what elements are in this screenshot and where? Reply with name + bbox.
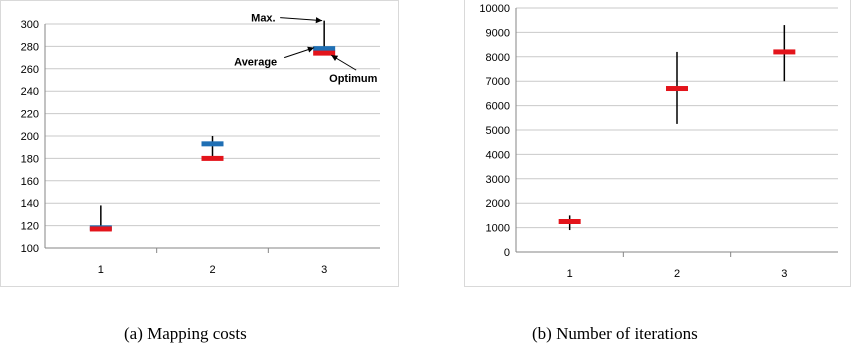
optimum-marker — [89, 226, 112, 232]
x-tick-label: 1 — [98, 264, 104, 276]
y-tick-label: 260 — [21, 64, 39, 76]
y-tick-label: 160 — [21, 176, 39, 188]
x-tick-label: 2 — [674, 268, 680, 280]
x-tick-label: 1 — [567, 268, 573, 280]
y-tick-label: 10000 — [479, 3, 510, 15]
annotation-optimum: Optimum — [329, 73, 377, 85]
average-marker — [666, 86, 688, 92]
optimum-marker — [313, 50, 336, 56]
y-tick-label: 4000 — [486, 149, 510, 161]
chart-panel-mapping-costs: 100 120 140 160 180 200 220 240 260 280 300 1 2 3 Max.… — [0, 0, 399, 287]
y-tick-label: 3000 — [486, 174, 510, 186]
y-tick-label: 6000 — [486, 101, 510, 113]
y-tick-label: 300 — [21, 19, 39, 31]
y-tick-label: 1000 — [486, 223, 510, 235]
average-marker — [313, 46, 336, 52]
y-tick-label: 140 — [21, 198, 39, 210]
annotation-max-arrow-line — [280, 17, 323, 22]
y-tick-label: 0 — [504, 247, 510, 259]
average-marker — [201, 141, 224, 147]
y-tick-label: 8000 — [486, 52, 510, 64]
y-tick-label: 220 — [21, 109, 39, 121]
y-tick-label: 280 — [21, 41, 39, 53]
x-tick-label: 2 — [209, 264, 215, 276]
annotation-max-arrow-head — [315, 17, 323, 24]
y-tick-label: 180 — [21, 153, 39, 165]
y-tick-label: 5000 — [486, 125, 510, 137]
average-marker — [773, 49, 796, 55]
average-marker — [558, 219, 581, 224]
chart-mapping-costs: 100 120 140 160 180 200 220 240 260 280 300 1 2 3 Max.… — [21, 13, 380, 276]
caption-iterations: (b) Number of iterations — [532, 324, 698, 343]
y-tick-label: 9000 — [486, 27, 510, 39]
x-tick-label: 3 — [781, 268, 787, 280]
chart-iterations: 0 1000 2000 3000 4000 5000 6000 7000 8000 9000 100… — [479, 3, 838, 280]
annotation-optimum-arrow-head — [331, 55, 339, 61]
y-tick-label: 240 — [21, 86, 39, 98]
annotation-max: Max. — [251, 13, 275, 25]
annotation-average-arrow-head — [307, 46, 315, 53]
annotation-average: Average — [234, 57, 277, 69]
y-tick-label: 2000 — [486, 198, 510, 210]
y-tick-label: 120 — [21, 221, 39, 233]
optimum-marker — [201, 155, 224, 161]
x-tick-label: 3 — [321, 264, 327, 276]
caption-mapping-costs: (a) Mapping costs — [124, 324, 247, 343]
y-tick-label: 7000 — [486, 76, 510, 88]
chart-panel-iterations: 0 1000 2000 3000 4000 5000 6000 7000 8000 9000 100… — [464, 0, 851, 287]
y-tick-label: 100 — [21, 243, 39, 255]
y-tick-label: 200 — [21, 131, 39, 143]
